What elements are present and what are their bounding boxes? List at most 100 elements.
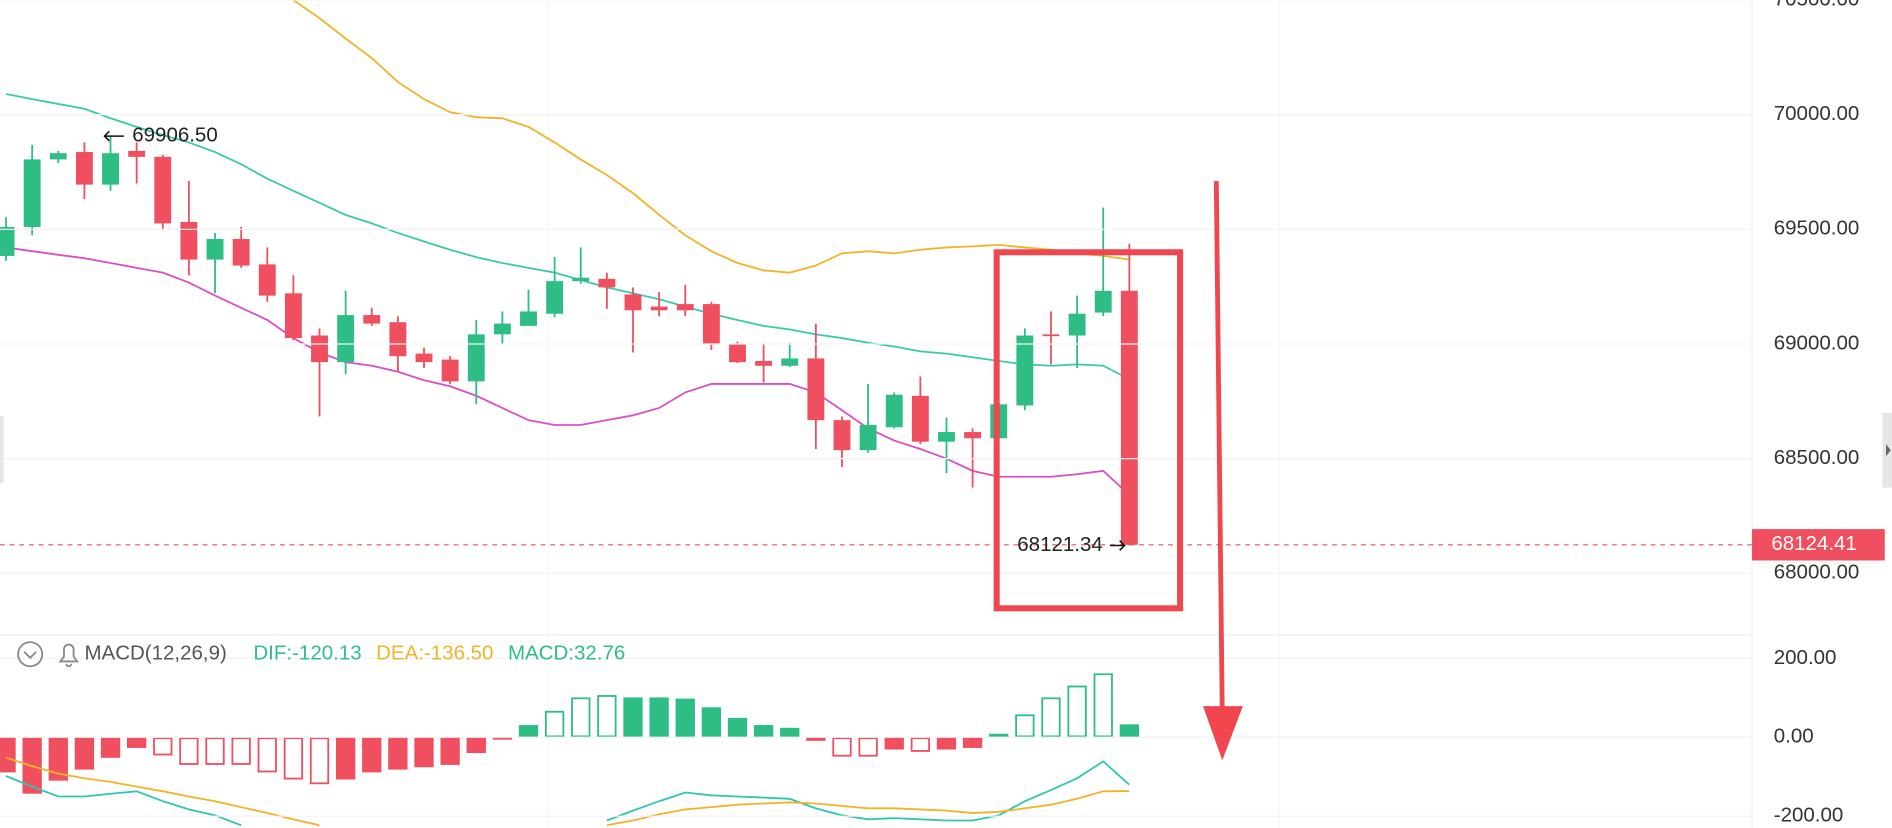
- candle-body: [441, 359, 459, 382]
- macd-bar: [962, 737, 983, 748]
- macd-bar: [335, 737, 356, 780]
- side-tab-arrow: [1885, 444, 1891, 457]
- candle-body: [598, 278, 616, 288]
- macd-bar: [780, 727, 800, 738]
- indicator-line: [292, 0, 1130, 274]
- candle-body: [258, 264, 276, 296]
- macd-bar: [309, 737, 330, 785]
- candle-body: [650, 306, 668, 311]
- macd-bar: [1041, 697, 1061, 738]
- candle-body: [232, 238, 250, 266]
- highlight-box: [993, 249, 1184, 612]
- candle-body: [624, 294, 642, 311]
- macd-bar: [283, 737, 304, 780]
- macd-bar: [597, 695, 617, 738]
- down-arrow-shaft: [1213, 181, 1225, 719]
- candle-body: [1042, 334, 1060, 337]
- macd-bar: [466, 737, 486, 754]
- macd-bar: [126, 737, 147, 748]
- candle-body: [23, 159, 41, 228]
- candle-body: [885, 394, 903, 428]
- macd-bar: [1067, 685, 1087, 738]
- candle-body: [311, 335, 328, 363]
- down-arrow-head: [1203, 706, 1243, 761]
- y-tick-label: 200.00: [1774, 646, 1837, 669]
- macd-bar: [727, 717, 748, 738]
- indicator-value: DIF:-120.13: [253, 642, 361, 665]
- indicator-line: [5, 93, 1130, 380]
- candle-body: [676, 304, 694, 311]
- candle-body: [180, 221, 198, 260]
- macd-bar: [1119, 724, 1140, 738]
- y-tick-label: 69000.00: [1774, 331, 1860, 354]
- candle-body: [415, 353, 433, 363]
- macd-bar: [100, 737, 121, 758]
- macd-bar: [1015, 714, 1035, 738]
- macd-bar: [858, 737, 878, 757]
- alert-icon[interactable]: [58, 643, 80, 668]
- candle-body: [938, 432, 955, 442]
- candle-body: [833, 420, 851, 451]
- macd-bar: [884, 737, 904, 750]
- candle-body: [206, 238, 224, 260]
- y-tick-label: 68000.00: [1774, 561, 1860, 584]
- candle-body: [546, 281, 564, 314]
- candle-body: [1016, 335, 1034, 406]
- indicator-name: MACD(12,26,9): [84, 642, 226, 665]
- macd-bar: [571, 697, 591, 738]
- macd-bar: [806, 737, 826, 741]
- candle-body: [1068, 313, 1086, 336]
- y-tick-label: 70500.00: [1774, 0, 1860, 10]
- y-tick-label: 68500.00: [1774, 446, 1860, 469]
- high-marker-arrow: [103, 130, 124, 142]
- last-price-label: 68124.41: [1771, 532, 1857, 555]
- candle-body: [128, 150, 146, 157]
- y-tick-label: 0.00: [1774, 725, 1814, 748]
- macd-bar: [936, 737, 957, 750]
- macd-bar: [388, 737, 408, 770]
- last-price-tag: [1752, 529, 1885, 561]
- low-marker-arrow: [1110, 540, 1126, 551]
- macd-bar: [179, 737, 199, 765]
- macd-bar: [544, 710, 565, 738]
- macd-bar: [0, 737, 16, 773]
- candle-body: [389, 322, 407, 357]
- candle-body: [520, 311, 537, 326]
- candle-body: [102, 153, 119, 185]
- chevron: [23, 651, 37, 660]
- candle-body: [284, 293, 302, 339]
- macd-bar: [362, 737, 382, 773]
- candle-body: [755, 360, 773, 366]
- macd-bar: [257, 737, 277, 773]
- candle-body: [807, 358, 825, 421]
- candle-body: [154, 156, 172, 224]
- macd-bar: [492, 737, 513, 740]
- macd-bar: [440, 737, 460, 765]
- macd-bar: [153, 737, 173, 756]
- macd-bar: [48, 737, 68, 781]
- candle-body: [572, 277, 590, 282]
- macd-bar: [74, 737, 95, 770]
- macd-bar: [205, 737, 225, 765]
- macd-pane: [0, 673, 1140, 827]
- candle-body: [1094, 290, 1112, 313]
- candle-body: [964, 432, 982, 439]
- candle-body: [467, 334, 485, 382]
- macd-bar: [753, 725, 774, 738]
- candle-body: [1120, 290, 1138, 545]
- y-tick-label: 70000.00: [1774, 102, 1860, 125]
- macd-bar: [623, 697, 643, 738]
- candle-body: [363, 315, 381, 324]
- indicator-value: MACD:32.76: [508, 642, 625, 665]
- low-marker-label: 68121.34: [1017, 533, 1103, 556]
- candle-body: [702, 304, 720, 344]
- macd-bar: [231, 737, 251, 765]
- collapse-icon[interactable]: [17, 641, 44, 668]
- macd-bar: [701, 707, 722, 738]
- macd-bar: [649, 697, 669, 738]
- left-tab[interactable]: [0, 416, 4, 483]
- candle-body: [859, 424, 877, 451]
